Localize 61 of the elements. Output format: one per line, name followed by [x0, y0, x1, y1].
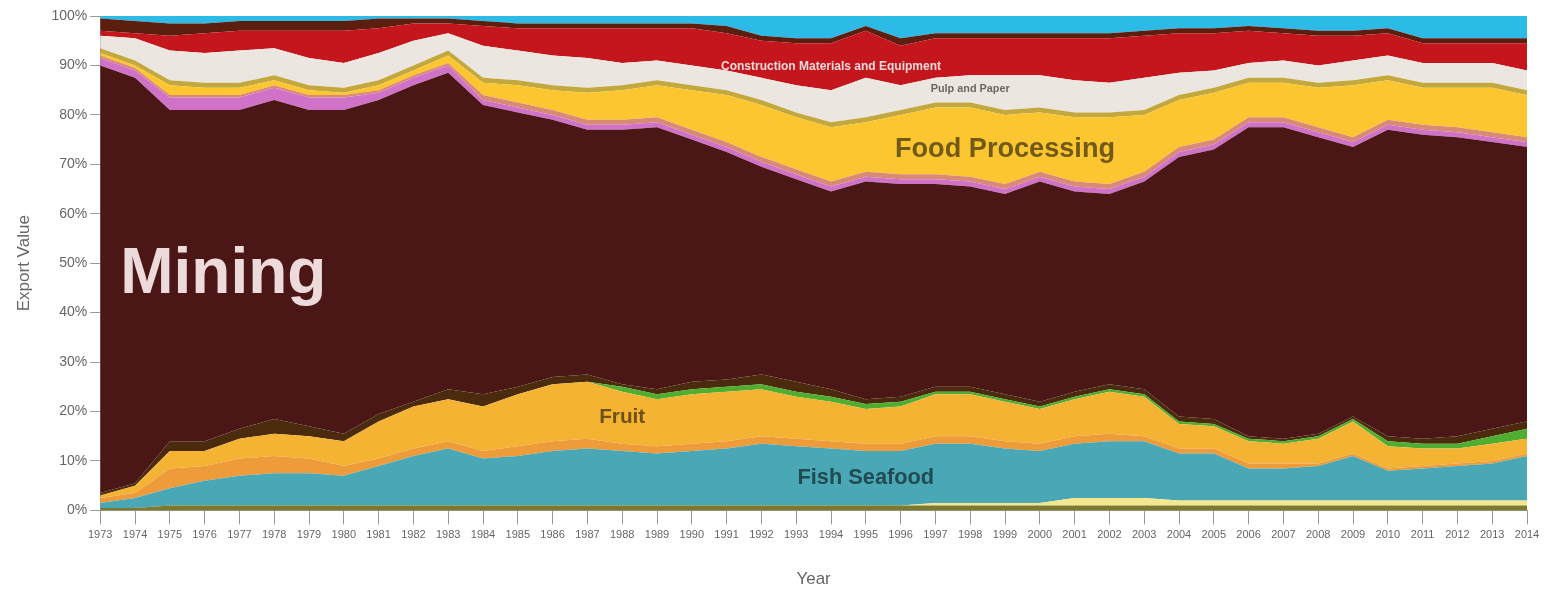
x-tick-label: 1979 [296, 528, 322, 541]
x-tick-label: 1977 [227, 528, 252, 541]
x-tick-label: 1984 [470, 528, 496, 541]
x-tick-label: 1989 [644, 528, 670, 541]
x-tick-label: 1990 [679, 528, 705, 541]
x-tick-label: 2006 [1236, 528, 1261, 541]
y-tick-label: 50% [59, 254, 88, 271]
x-axis-title: Year [796, 569, 832, 589]
series-label: Fruit [599, 404, 646, 428]
x-tick-label: 1994 [818, 528, 844, 541]
y-tick-label: 20% [59, 402, 88, 419]
x-tick-label: 1993 [783, 528, 809, 541]
x-tick-label: 1986 [540, 528, 565, 541]
x-tick-label: 2007 [1271, 528, 1296, 541]
y-tick-label: 60% [59, 204, 88, 221]
x-tick-label: 2005 [1201, 528, 1227, 541]
x-tick-label: 2002 [1097, 528, 1122, 541]
x-tick-label: 1981 [366, 528, 391, 541]
x-tick-label: 2011 [1410, 528, 1435, 541]
x-tick-label: 1992 [749, 528, 774, 541]
x-tick-label: 2009 [1340, 528, 1366, 541]
x-tick-label: 2003 [1131, 528, 1157, 541]
x-tick-label: 1978 [261, 528, 287, 541]
y-tick-label: 100% [51, 6, 88, 23]
x-tick-label: 1999 [992, 528, 1018, 541]
x-tick-label: 2012 [1445, 528, 1470, 541]
x-tick-label: 1980 [331, 528, 357, 541]
x-tick-label: 1973 [87, 528, 113, 541]
x-tick-label: 1976 [192, 528, 217, 541]
series-label: Pulp and Paper [930, 81, 1011, 94]
y-tick-label: 10% [59, 451, 88, 468]
x-tick-label: 2010 [1375, 528, 1401, 541]
x-tick-label: 1991 [714, 528, 739, 541]
x-tick-label: 1996 [888, 528, 913, 541]
x-tick-label: 2004 [1166, 528, 1192, 541]
y-tick-label: 90% [59, 56, 88, 73]
series-label: Construction Materials and Equipment [720, 58, 942, 73]
x-tick-label: 2001 [1062, 528, 1087, 541]
x-tick-label: 1985 [505, 528, 531, 541]
y-tick-label: 70% [59, 155, 88, 172]
x-tick-label: 1997 [923, 528, 948, 541]
x-tick-label: 1988 [609, 528, 635, 541]
series-label: Fish Seafood [797, 464, 935, 490]
series-label: Mining [120, 235, 327, 308]
y-axis-title: Export Value [13, 215, 33, 312]
x-tick-label: 2008 [1305, 528, 1331, 541]
x-tick-label: 1998 [957, 528, 983, 541]
x-tick-label: 1974 [122, 528, 148, 541]
x-tick-label: 1975 [157, 528, 183, 541]
y-tick-label: 80% [59, 105, 88, 122]
x-tick-label: 2013 [1479, 528, 1505, 541]
y-tick-label: 30% [59, 352, 88, 369]
y-tick-label: 40% [59, 303, 88, 320]
x-tick-label: 1983 [435, 528, 461, 541]
x-tick-label: 1987 [575, 528, 600, 541]
x-tick-label: 2000 [1027, 528, 1053, 541]
series-label: Food Processing [894, 131, 1116, 163]
x-tick-label: 1982 [401, 528, 426, 541]
x-tick-label: 1995 [853, 528, 879, 541]
y-tick-label: 0% [66, 501, 88, 518]
x-tick-label: 2014 [1514, 528, 1540, 541]
